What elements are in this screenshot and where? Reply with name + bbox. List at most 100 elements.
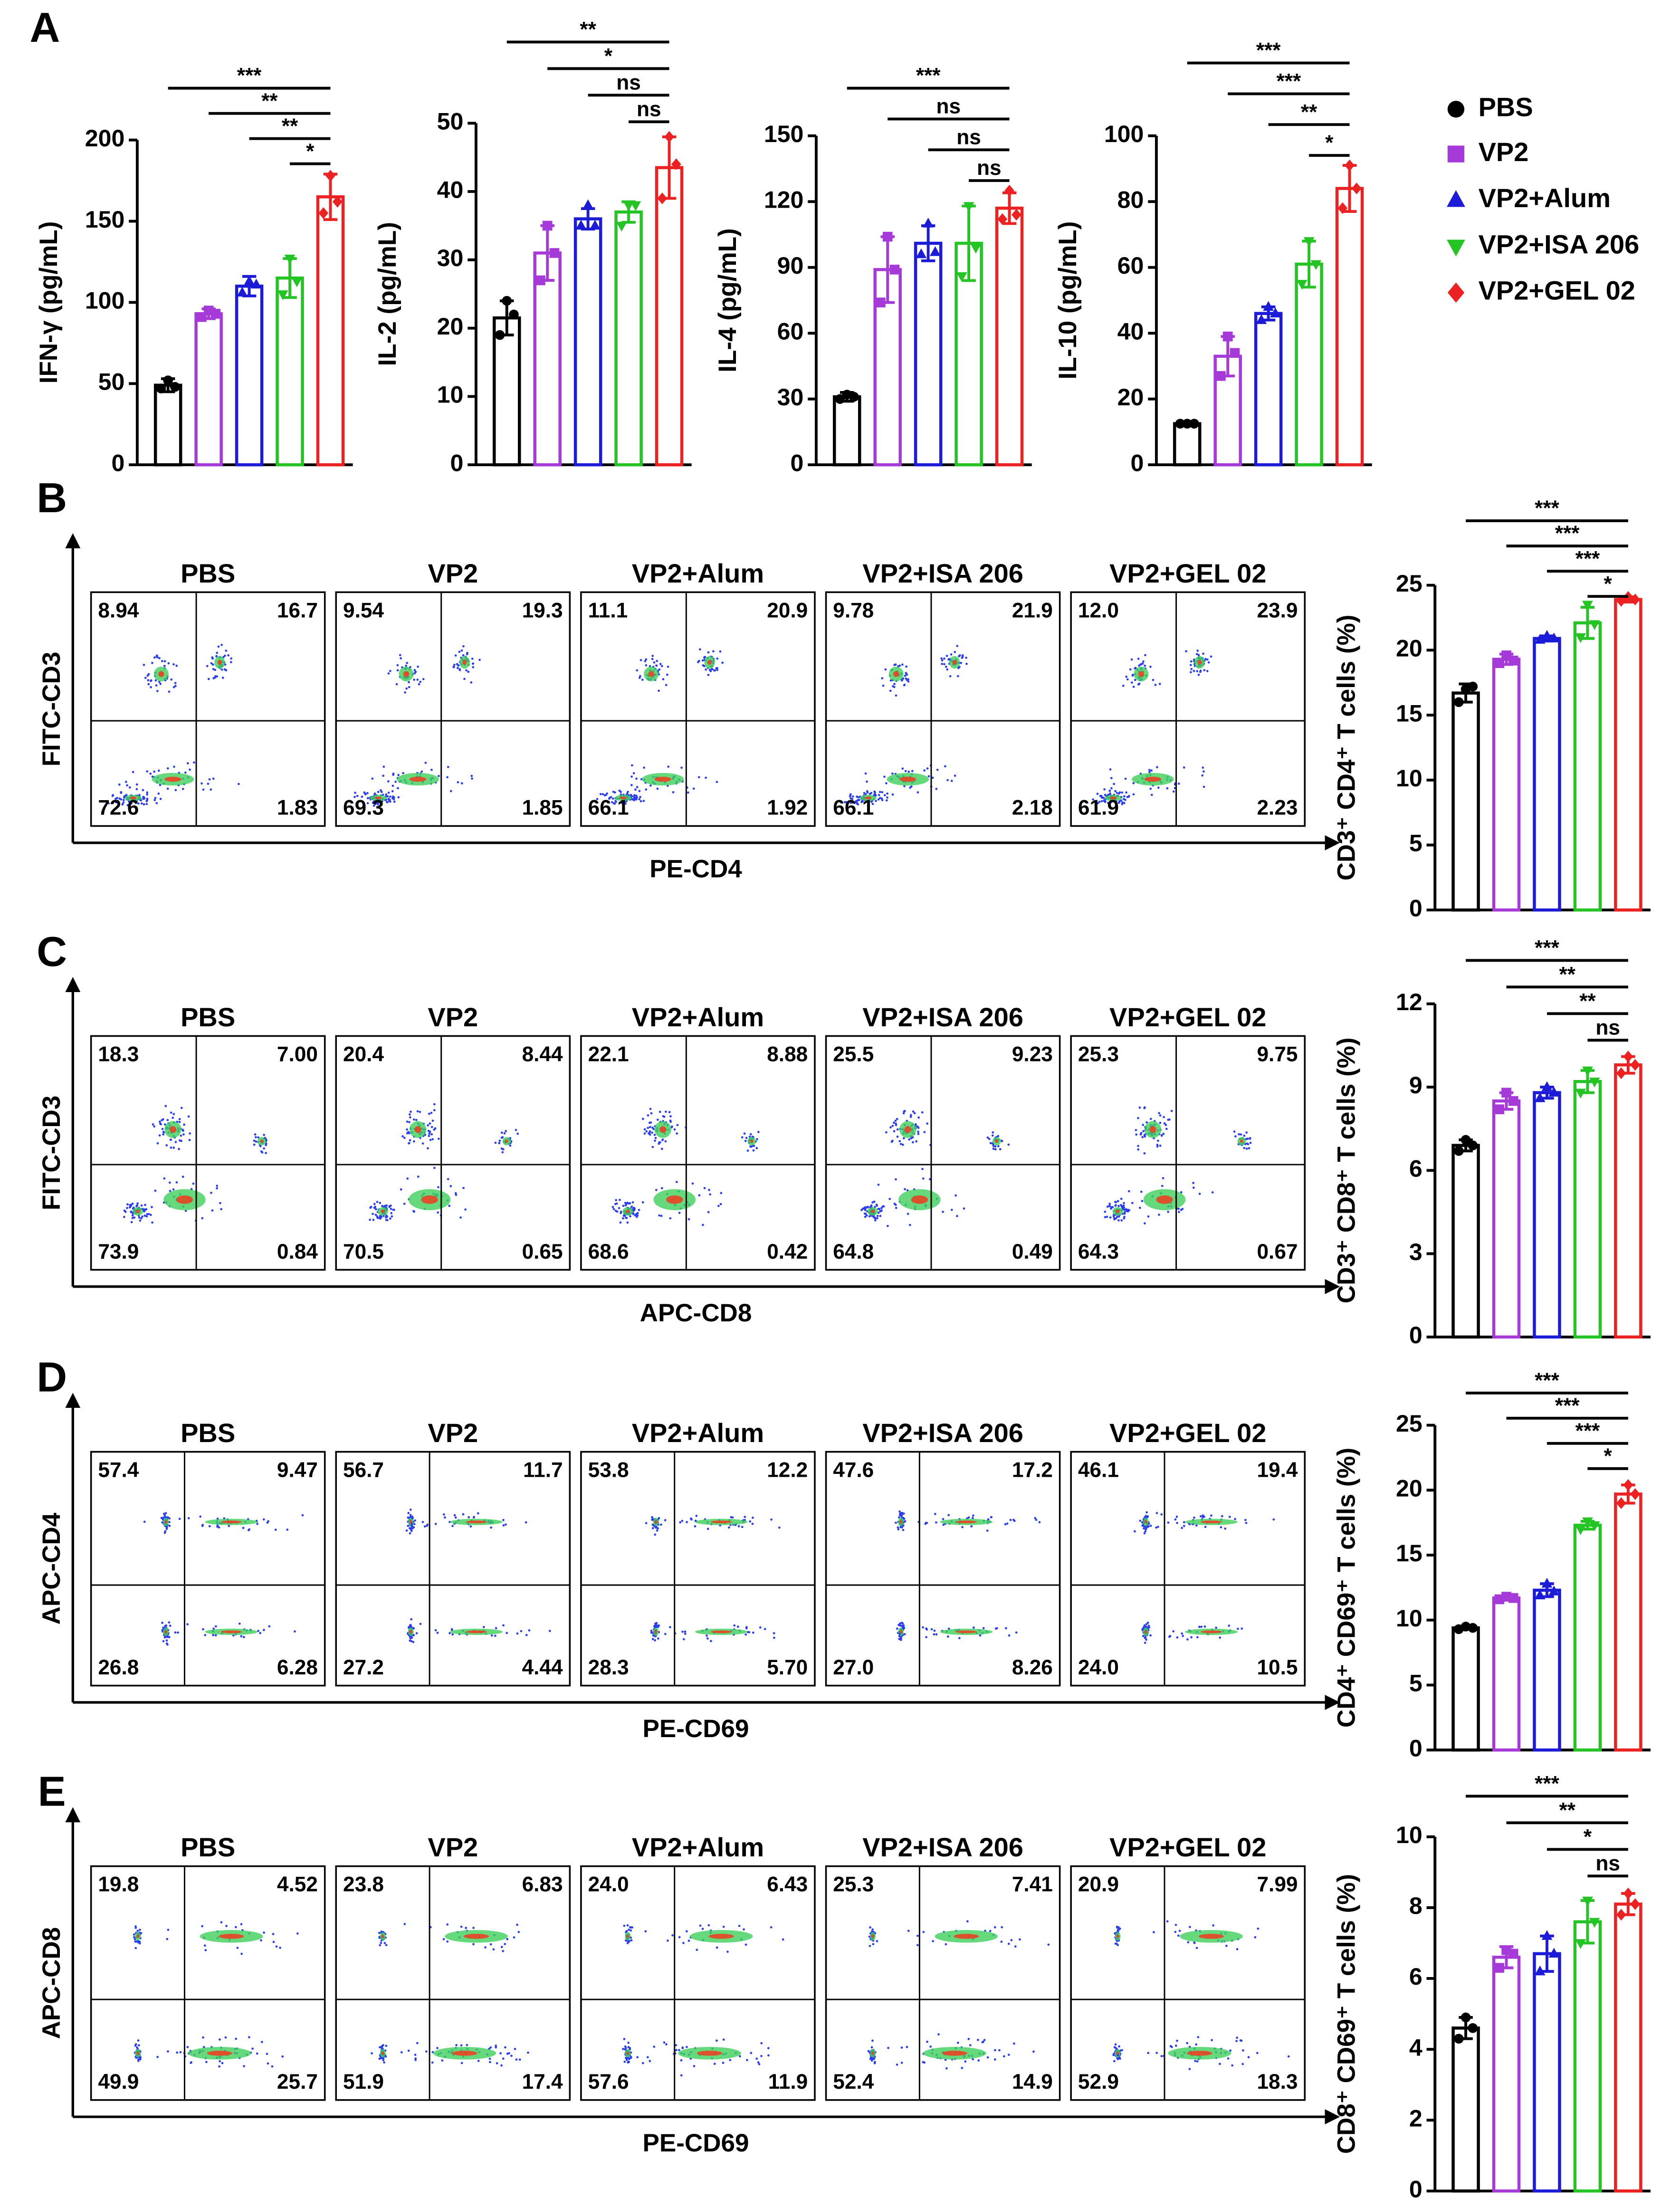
cell-dot (707, 1211, 710, 1214)
cell-dot (893, 683, 896, 685)
cell-dot (626, 1942, 629, 1944)
cell-dot (389, 795, 391, 798)
cell-dot (294, 1630, 296, 1633)
cell-dot (1137, 1148, 1140, 1151)
cell-dot (413, 669, 416, 671)
cell-dot (879, 797, 881, 799)
cell-dot (162, 1131, 165, 1134)
cell-dot (1190, 660, 1193, 663)
significance-label: *** (1535, 936, 1559, 959)
plot-frame (580, 1451, 816, 1687)
cell-dot (1109, 1216, 1112, 1219)
cell-dot (149, 772, 152, 775)
cell-dot (1203, 1625, 1206, 1628)
cell-dot (645, 1522, 648, 1525)
density-peak (1116, 1934, 1119, 1938)
y-tick-label: 6 (1409, 1156, 1422, 1182)
cell-dot (144, 677, 147, 679)
cell-dot (1004, 1523, 1007, 1526)
data-point (963, 202, 974, 212)
y-tick-label: 20 (1117, 384, 1144, 411)
data-point (1263, 301, 1274, 311)
bar (1254, 312, 1283, 467)
cell-dot (1132, 686, 1135, 688)
cell-dot (608, 797, 611, 800)
cell-dot (713, 2063, 716, 2065)
cell-dot (956, 645, 959, 647)
cell-dot (720, 1192, 723, 1195)
cell-dot (411, 1517, 414, 1519)
density-peak (164, 1630, 168, 1634)
cell-dot (227, 654, 229, 657)
cell-dot (716, 657, 719, 660)
quadrant-value: 6.43 (767, 1873, 808, 1896)
density-peak (136, 2051, 139, 2055)
cell-dot (971, 1517, 974, 1519)
cell-dot (651, 1527, 654, 1529)
data-point (509, 309, 519, 320)
cell-dot (463, 678, 466, 680)
cell-dot (874, 1219, 877, 1222)
cell-dot (141, 1215, 143, 1218)
cell-dot (680, 2059, 683, 2062)
y-tick-label: 20 (1396, 635, 1422, 662)
cell-dot (986, 2056, 989, 2059)
cell-dot (369, 1206, 372, 1209)
cell-dot (260, 1939, 262, 1942)
cell-dot (969, 2044, 972, 2046)
cell-dot (1145, 1511, 1148, 1514)
cell-dot (676, 1124, 679, 1127)
data-point (1548, 1948, 1560, 1958)
cell-dot (266, 2053, 268, 2055)
cell-dot (1104, 1210, 1107, 1213)
cell-dot (727, 1526, 730, 1529)
y-tick-label: 25 (1396, 1410, 1422, 1437)
cell-dot (410, 1618, 412, 1621)
cell-dot (1127, 794, 1130, 797)
cell-dot (409, 1514, 412, 1516)
cell-dot (378, 1931, 381, 1934)
cell-dot (515, 1128, 517, 1131)
bar (316, 195, 345, 467)
y-tick-label: 0 (111, 449, 124, 476)
cell-dot (1128, 1209, 1130, 1212)
cell-dot (1153, 1931, 1155, 1933)
cell-dot (1007, 1143, 1010, 1146)
cell-dot (457, 781, 459, 784)
cell-dot (662, 678, 665, 680)
bar (1614, 1063, 1642, 1339)
cell-dot (967, 1516, 970, 1519)
cell-dot (861, 800, 864, 803)
cell-dot (1143, 1152, 1146, 1155)
cell-dot (1114, 790, 1117, 793)
cell-dot (945, 665, 947, 668)
cell-dot (251, 2047, 254, 2050)
cell-dot (1176, 1636, 1179, 1639)
cell-dot (184, 1210, 187, 1212)
cell-dot (169, 1181, 171, 1184)
cell-dot (374, 1205, 377, 1208)
cell-dot (446, 1940, 449, 1943)
cell-dot (782, 1938, 784, 1941)
y-tick-label: 20 (437, 313, 464, 340)
data-point (1548, 1586, 1560, 1596)
cell-dot (743, 1928, 745, 1931)
plot-frame (335, 591, 571, 827)
cell-dot (161, 1128, 164, 1130)
cell-dot (1137, 658, 1140, 660)
cell-dot (1249, 1137, 1251, 1139)
data-point (1454, 697, 1464, 707)
cell-dot (503, 1132, 506, 1135)
data-point (284, 254, 296, 265)
quadrant-value: 66.1 (833, 796, 874, 820)
cell-dot (645, 664, 648, 667)
density-peak (654, 776, 671, 782)
cell-dot (901, 1625, 904, 1627)
cell-dot (168, 1521, 171, 1523)
y-tick-label: 50 (98, 369, 125, 395)
cell-dot (851, 795, 854, 798)
cell-dot (958, 666, 961, 668)
cell-dot (706, 1634, 708, 1637)
cell-dot (883, 794, 886, 797)
cell-dot (416, 2042, 419, 2045)
